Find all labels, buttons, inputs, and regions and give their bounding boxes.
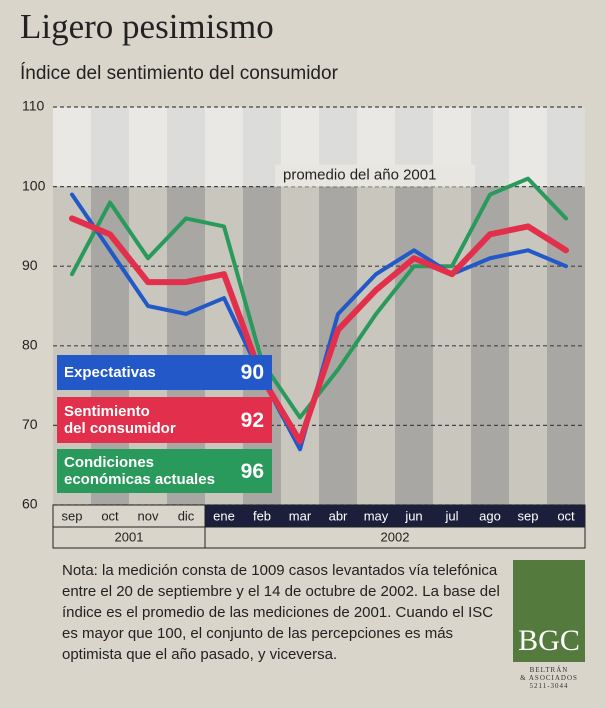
y-tick-label: 70 xyxy=(22,416,38,432)
series-line xyxy=(69,215,569,445)
x-tick-label: mar xyxy=(289,508,312,523)
x-tick-label: ene xyxy=(213,508,235,523)
logo-line: BELTRÁN xyxy=(529,666,569,674)
year-label: 2002 xyxy=(381,529,410,544)
x-tick-label: may xyxy=(364,508,389,523)
chart-subtitle: Índice del sentimiento del consumidor xyxy=(20,63,339,84)
legend-label: Expectativas xyxy=(64,364,156,381)
x-tick-label: feb xyxy=(253,508,271,523)
x-tick-label: dic xyxy=(178,508,195,523)
footnote: Nota: la medición consta de 1009 casos l… xyxy=(62,562,500,663)
logo-line: & ASOCIADOS xyxy=(520,674,578,682)
legend-label: Condiciones económicas actuales xyxy=(64,454,215,488)
legend-item: Expectativas 90 xyxy=(57,355,272,390)
x-tick-label: ago xyxy=(479,508,501,523)
logo-phone: 5211-3044 xyxy=(529,682,569,690)
annotation: promedio del año 2001 xyxy=(283,167,436,184)
x-tick-label: sep xyxy=(518,508,539,523)
logo-name: BGC xyxy=(513,560,585,662)
legend-value: 90 xyxy=(240,361,264,384)
logo: BGC BELTRÁN & ASOCIADOS 5211-3044 xyxy=(513,560,585,695)
x-tick-label: sep xyxy=(62,508,83,523)
x-tick-label: abr xyxy=(329,508,348,523)
legend-value: 96 xyxy=(240,459,264,483)
annotation-bg xyxy=(275,164,475,187)
x-tick-label: nov xyxy=(138,508,159,523)
y-tick-label: 60 xyxy=(22,496,38,512)
legend-item: Sentimiento del consumidor 92 xyxy=(57,397,272,443)
legend-label: Sentimiento del consumidor xyxy=(64,403,176,437)
legend-value: 92 xyxy=(240,408,264,432)
year-bg xyxy=(204,526,586,549)
y-tick-label: 110 xyxy=(22,98,45,114)
x-tick-label: oct xyxy=(101,508,119,523)
y-tick-label: 80 xyxy=(22,337,38,353)
y-tick-label: 90 xyxy=(22,257,38,273)
legend-item: Condiciones económicas actuales 96 xyxy=(57,449,272,493)
x-tick-label: jul xyxy=(444,508,458,523)
year-label: 2001 xyxy=(115,529,144,544)
y-tick-label: 100 xyxy=(22,177,46,193)
chart-title: Ligero pesimismo xyxy=(20,7,274,46)
x-tick-label: oct xyxy=(557,508,575,523)
x-tick-label: jun xyxy=(404,508,422,523)
